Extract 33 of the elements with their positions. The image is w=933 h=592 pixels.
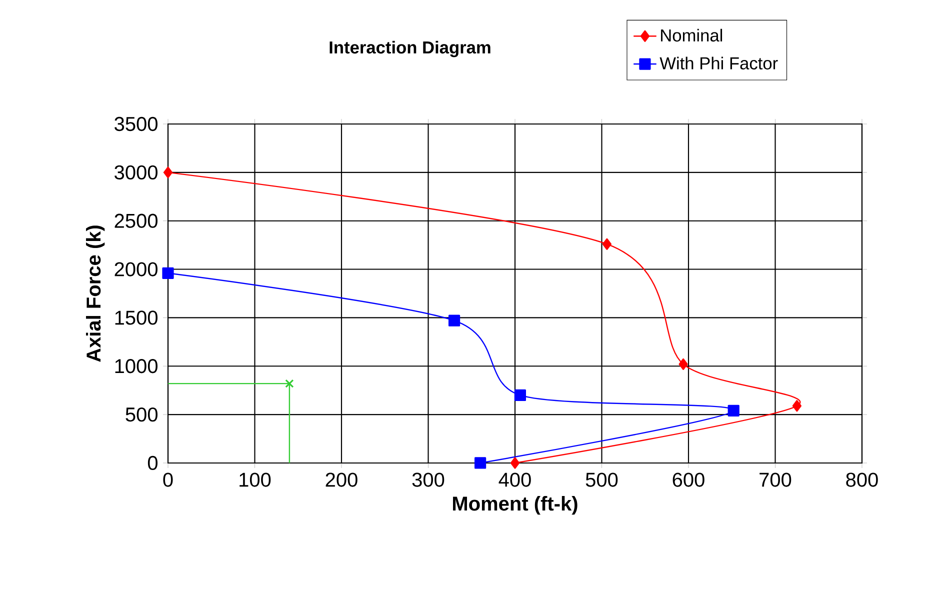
point: [728, 404, 740, 416]
point: [163, 166, 173, 178]
chart-title: Interaction Diagram: [330, 40, 490, 58]
x-tick-label: 700: [760, 472, 792, 487]
point: [514, 389, 526, 401]
x-tick-label: 100: [240, 472, 271, 487]
x-tick-label: 800: [846, 472, 878, 487]
y-tick-label: 1000: [115, 359, 158, 374]
x-tick-label: 500: [586, 472, 618, 487]
x-axis-title: Moment (ft-k): [453, 496, 578, 515]
point: [162, 267, 174, 279]
point: [792, 400, 802, 412]
point: [678, 358, 688, 370]
legend-label: Nominal: [661, 28, 722, 42]
y-tick-label: 1500: [115, 310, 158, 325]
y-tick-label: 3500: [114, 116, 158, 132]
point: [474, 457, 486, 469]
y-tick-label: 0: [148, 456, 158, 470]
y-tick-label: 2000: [114, 262, 158, 276]
point: [448, 314, 460, 326]
y-tick-label: 2500: [114, 214, 158, 228]
y-tick-label: 3000: [114, 165, 158, 180]
point: [285, 379, 294, 388]
legend-label: With Phi Factor: [660, 56, 778, 70]
point: [602, 238, 612, 250]
point: [510, 457, 520, 469]
x-tick-label: 600: [672, 472, 704, 487]
y-axis-title: Axial Force (k): [86, 226, 105, 362]
x-tick-label: 300: [412, 472, 444, 487]
x-tick-label: 400: [498, 472, 531, 487]
y-tick-label: 500: [126, 407, 158, 422]
x-tick-label: 0: [163, 472, 173, 487]
x-tick-label: 200: [326, 472, 358, 487]
